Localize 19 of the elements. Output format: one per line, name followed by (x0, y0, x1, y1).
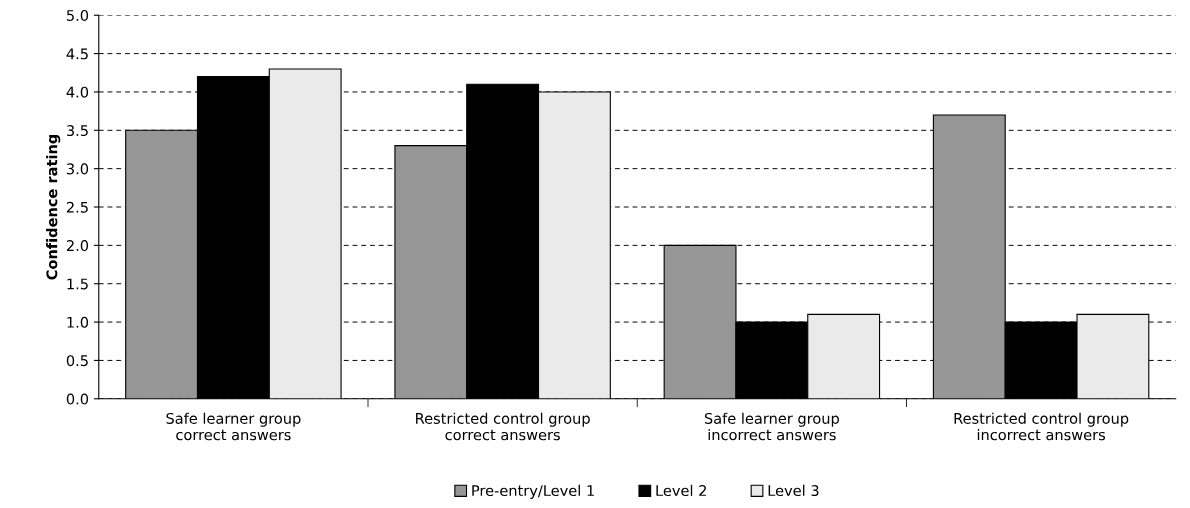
y-tick-label: 3.5 (66, 125, 88, 137)
x-tick-label: Restricted control group incorrect answers (954, 412, 1129, 441)
y-tick-label: 1.5 (67, 278, 88, 290)
y-tick-label: 2.5 (66, 201, 88, 213)
legend-label: Pre-entry/Level 1 (472, 484, 594, 499)
y-tick-label: 0.0 (66, 393, 89, 405)
y-tick-label: 0.5 (66, 355, 88, 367)
legend-label: Level 3 (768, 484, 819, 497)
y-tick-label: 1.0 (67, 316, 89, 328)
legend-label: Level 2 (656, 484, 706, 497)
x-tick-label: Restricted control group correct answers (416, 412, 590, 441)
y-tick-label: 2.0 (66, 240, 89, 252)
y-axis-title: Confidence rating (46, 134, 61, 280)
y-tick-label: 5.0 (66, 9, 89, 21)
y-tick-label: 3.0 (66, 163, 89, 175)
y-tick-label: 4.5 (66, 48, 88, 60)
x-tick-label: Safe learner group incorrect answers (704, 412, 839, 441)
x-tick-label: Safe learner group correct answers (166, 412, 301, 441)
y-tick-label: 4.0 (66, 86, 89, 98)
